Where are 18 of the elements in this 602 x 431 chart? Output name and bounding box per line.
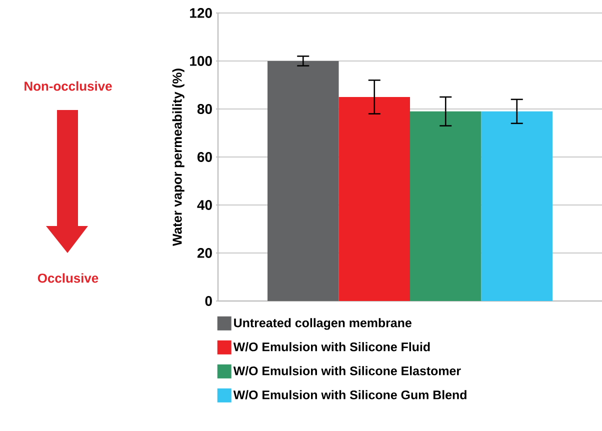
legend-label: W/O Emulsion with Silicone Elastomer <box>233 366 461 376</box>
bar <box>268 60 339 301</box>
y-tick-label: 40 <box>197 200 212 210</box>
bar <box>410 111 482 301</box>
y-tick-label: 60 <box>197 152 212 162</box>
y-tick-label: 20 <box>197 248 212 258</box>
legend-label: Untreated collagen membrane <box>234 318 412 330</box>
text: Non-occlusive <box>24 81 112 91</box>
bar <box>338 96 410 301</box>
y-axis-title: Water vapor permeability (%) <box>172 68 184 246</box>
y-tick-label: 0 <box>205 296 212 306</box>
bar <box>481 111 553 301</box>
legend-label: W/O Emulsion with Silicone Fluid <box>233 342 430 352</box>
y-tick-label: 80 <box>197 104 212 114</box>
text: Occlusive <box>38 273 98 283</box>
legend-label: W/O Emulsion with Silicone Gum Blend <box>233 390 466 400</box>
y-tick-label: 100 <box>190 56 212 66</box>
y-tick-label: 120 <box>190 8 212 18</box>
